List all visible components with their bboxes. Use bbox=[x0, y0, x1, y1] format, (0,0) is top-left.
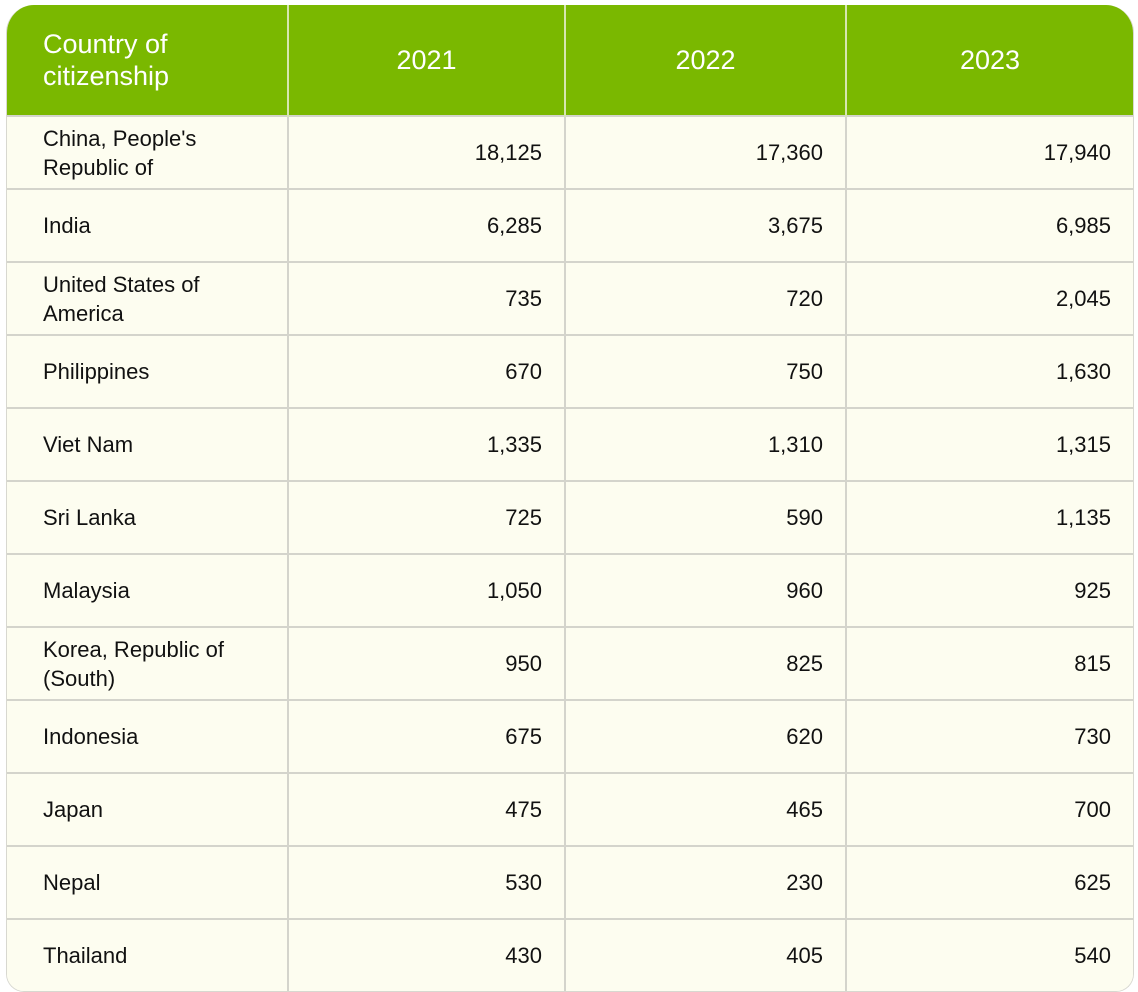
value-cell: 18,125 bbox=[288, 115, 566, 189]
header-2021: 2021 bbox=[288, 5, 566, 116]
value-cell: 700 bbox=[846, 772, 1133, 846]
country-label: Sri Lanka bbox=[43, 505, 136, 530]
table-row: Korea, Republic of (South) 950 825 815 bbox=[7, 626, 1133, 700]
country-label: India bbox=[43, 213, 91, 238]
table-row: China, People's Republic of 18,125 17,360 1… bbox=[7, 115, 1133, 189]
value-cell: 475 bbox=[288, 772, 566, 846]
value-cell: 725 bbox=[288, 480, 566, 554]
country-cell: Thailand bbox=[7, 918, 289, 991]
country-label: Korea, Republic of (South) bbox=[43, 636, 224, 691]
table-row: Japan 475 465 700 bbox=[7, 772, 1133, 846]
citizenship-table: Country of citizenship 2021 2022 2023 Ch… bbox=[7, 5, 1133, 991]
country-cell: China, People's Republic of bbox=[7, 115, 289, 189]
country-cell: Japan bbox=[7, 772, 289, 846]
table-row: Malaysia 1,050 960 925 bbox=[7, 553, 1133, 627]
value-cell: 675 bbox=[288, 699, 566, 773]
value-cell: 465 bbox=[565, 772, 847, 846]
value-cell: 405 bbox=[565, 918, 847, 991]
value-cell: 1,135 bbox=[846, 480, 1133, 554]
country-label: Japan bbox=[43, 797, 103, 822]
country-cell: Viet Nam bbox=[7, 407, 289, 481]
table-row: Indonesia 675 620 730 bbox=[7, 699, 1133, 773]
country-cell: Philippines bbox=[7, 334, 289, 408]
value-cell: 6,985 bbox=[846, 188, 1133, 262]
value-cell: 6,285 bbox=[288, 188, 566, 262]
country-cell: Indonesia bbox=[7, 699, 289, 773]
value-cell: 230 bbox=[565, 845, 847, 919]
country-label: Viet Nam bbox=[43, 432, 134, 457]
value-cell: 670 bbox=[288, 334, 566, 408]
country-label: China, People's Republic of bbox=[43, 125, 197, 180]
country-label: Nepal bbox=[43, 870, 101, 895]
value-cell: 825 bbox=[565, 626, 847, 700]
citizenship-table-container: Country of citizenship 2021 2022 2023 Ch… bbox=[6, 5, 1134, 992]
table-row: Thailand 430 405 540 bbox=[7, 918, 1133, 991]
value-cell: 620 bbox=[565, 699, 847, 773]
value-cell: 730 bbox=[846, 699, 1133, 773]
value-cell: 1,315 bbox=[846, 407, 1133, 481]
value-cell: 17,940 bbox=[846, 115, 1133, 189]
header-2022: 2022 bbox=[565, 5, 847, 116]
value-cell: 17,360 bbox=[565, 115, 847, 189]
country-label: Malaysia bbox=[43, 578, 130, 603]
country-cell: Nepal bbox=[7, 845, 289, 919]
value-cell: 925 bbox=[846, 553, 1133, 627]
country-cell: India bbox=[7, 188, 289, 262]
country-cell: Korea, Republic of (South) bbox=[7, 626, 289, 700]
header-row: Country of citizenship 2021 2022 2023 bbox=[7, 5, 1133, 116]
value-cell: 1,310 bbox=[565, 407, 847, 481]
country-cell: Malaysia bbox=[7, 553, 289, 627]
value-cell: 625 bbox=[846, 845, 1133, 919]
value-cell: 2,045 bbox=[846, 261, 1133, 335]
table-row: Viet Nam 1,335 1,310 1,315 bbox=[7, 407, 1133, 481]
country-label: Philippines bbox=[43, 359, 150, 384]
value-cell: 735 bbox=[288, 261, 566, 335]
country-label: United States of America bbox=[43, 271, 200, 326]
value-cell: 1,050 bbox=[288, 553, 566, 627]
value-cell: 540 bbox=[846, 918, 1133, 991]
table-row: Philippines 670 750 1,630 bbox=[7, 334, 1133, 408]
value-cell: 960 bbox=[565, 553, 847, 627]
value-cell: 950 bbox=[288, 626, 566, 700]
table-row: India 6,285 3,675 6,985 bbox=[7, 188, 1133, 262]
value-cell: 720 bbox=[565, 261, 847, 335]
value-cell: 430 bbox=[288, 918, 566, 991]
header-2023: 2023 bbox=[846, 5, 1133, 116]
value-cell: 815 bbox=[846, 626, 1133, 700]
value-cell: 590 bbox=[565, 480, 847, 554]
value-cell: 1,335 bbox=[288, 407, 566, 481]
value-cell: 1,630 bbox=[846, 334, 1133, 408]
value-cell: 750 bbox=[565, 334, 847, 408]
value-cell: 530 bbox=[288, 845, 566, 919]
table-row: United States of America 735 720 2,045 bbox=[7, 261, 1133, 335]
header-country: Country of citizenship bbox=[7, 5, 289, 116]
country-cell: Sri Lanka bbox=[7, 480, 289, 554]
value-cell: 3,675 bbox=[565, 188, 847, 262]
table-row: Sri Lanka 725 590 1,135 bbox=[7, 480, 1133, 554]
country-label: Thailand bbox=[43, 943, 128, 968]
country-cell: United States of America bbox=[7, 261, 289, 335]
table-row: Nepal 530 230 625 bbox=[7, 845, 1133, 919]
country-label: Indonesia bbox=[43, 724, 139, 749]
